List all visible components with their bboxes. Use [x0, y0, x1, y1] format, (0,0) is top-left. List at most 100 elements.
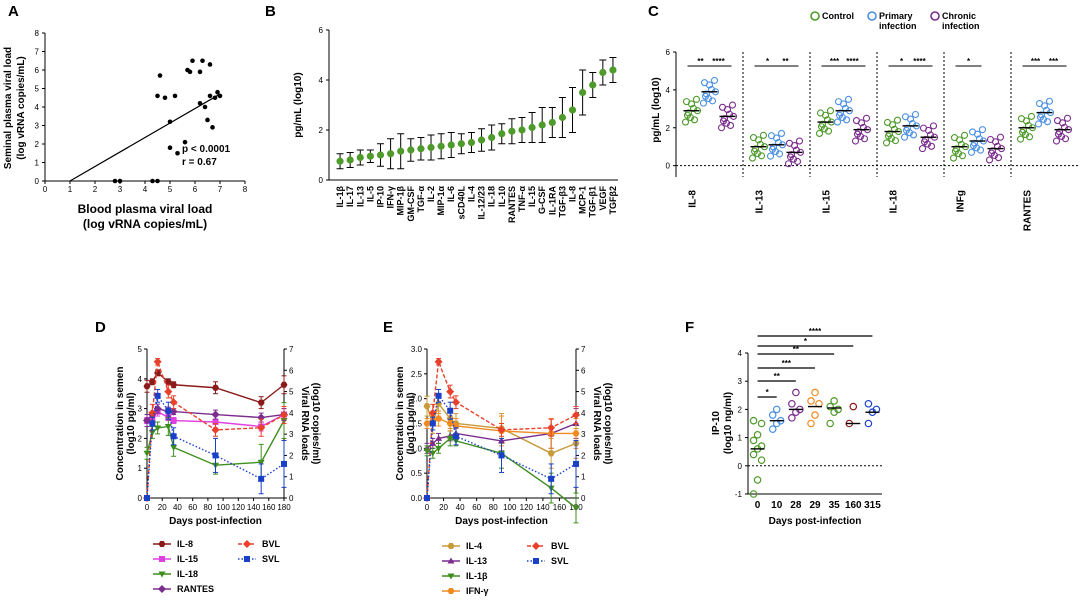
panel-f-sig-label: * — [804, 337, 808, 346]
panel-a-x-tick-label: 4 — [143, 185, 148, 194]
panel-e-point — [451, 398, 460, 407]
panel-d-legend-marker — [158, 585, 166, 593]
panel-c-point — [1053, 117, 1062, 125]
panel-a-y-tick-label: 2 — [35, 140, 40, 149]
panel-d-y-tick-label: 0 — [138, 494, 143, 503]
panel-b-point — [376, 151, 385, 159]
panel-d-legend-marker — [158, 571, 166, 578]
panel-c-point — [927, 142, 936, 150]
panel-d-point — [170, 417, 177, 424]
panel-c-point — [748, 154, 757, 162]
panel-c-point — [969, 142, 978, 150]
panel-f-point — [772, 405, 781, 414]
panel-c-y-tick-label: 0 — [666, 162, 671, 171]
panel-f-point — [757, 456, 766, 464]
panel-b-point — [477, 136, 486, 144]
panel-c-point — [1035, 99, 1044, 108]
panel-e-y-label-units: (log10 pg/ml) — [406, 392, 417, 454]
panel-f-x-tick-label: 28 — [790, 500, 802, 511]
panel-c-point — [774, 138, 783, 147]
panel-a-y-label-units: (log vRNA copies/mL) — [16, 56, 27, 160]
panel-b-point — [336, 157, 344, 165]
panel-d-point — [258, 475, 265, 482]
panel-e-point — [423, 448, 431, 455]
panel-b-category-label: IL-17 — [345, 186, 355, 207]
panel-f-letter: F — [685, 319, 694, 336]
panel-c-point — [920, 138, 929, 146]
panel-e-x-tick-label: 100 — [503, 503, 517, 512]
panel-d-x-tick-label: 180 — [277, 503, 291, 512]
panel-a-point — [155, 93, 160, 99]
panel-c-y-tick-label: 4 — [666, 86, 671, 95]
panel-b-category-label: MIP-1α — [436, 186, 446, 216]
panel-d-point — [165, 407, 172, 414]
panel-d-x-tick-label: 120 — [232, 503, 246, 512]
panel-e-y-label: Concentration in semen — [395, 367, 406, 481]
panel-a-point — [167, 119, 173, 125]
panel-e-legend-marker — [447, 557, 455, 564]
panel-a-x-tick-label: 6 — [193, 185, 198, 194]
panel-e-point — [548, 475, 555, 482]
panel-c-point — [891, 137, 900, 145]
panel-e-y-tick-label: 0.5 — [411, 469, 423, 478]
panel-a-point — [207, 93, 213, 99]
panel-d-x-tick-label: 140 — [247, 503, 261, 512]
panel-b-category-label: IL-4 — [466, 186, 476, 202]
panel-d-x-tick-label: 60 — [188, 503, 197, 512]
panel-c-point — [690, 116, 699, 124]
panel-a-point — [112, 178, 118, 184]
panel-a-x-tick-label: 3 — [118, 185, 123, 194]
panel-e-point — [434, 357, 443, 366]
panel-e-legend-label: IL-4 — [466, 541, 482, 551]
panel-b-category-label: IP-10 — [375, 186, 385, 208]
panel-a-point — [167, 145, 173, 150]
panel-c-point — [902, 126, 911, 134]
panel-c-point — [833, 118, 842, 126]
panel-c-point — [1024, 121, 1033, 130]
panel-b-category-label: GM-CSF — [406, 186, 416, 222]
panel-d-point — [149, 420, 156, 427]
panel-d-point — [170, 381, 178, 388]
panel-d-y-tick-label: 1 — [138, 464, 143, 473]
panel-d-point — [169, 398, 178, 407]
panel-c-sig-label: *** — [1049, 57, 1059, 66]
panel-b-point — [589, 81, 597, 89]
panel-a-regression-line — [69, 93, 221, 182]
panel-e-x-label: Days post-infection — [455, 516, 548, 527]
panel-c-point — [775, 150, 784, 158]
panel-e-y-tick-label: 2.0 — [411, 395, 423, 404]
panel-b-point — [356, 153, 364, 162]
panel-e-y2-tick-label: 2 — [581, 451, 586, 460]
panel-c-point — [817, 123, 826, 131]
panel-d-x-tick-label: 80 — [203, 503, 212, 512]
panel-a-x-tick-label: 0 — [43, 185, 48, 194]
panel-a-point — [217, 93, 223, 99]
panel-c-point — [1042, 106, 1051, 114]
panel-c-point — [1061, 135, 1070, 143]
panel-c-point — [862, 114, 871, 122]
panel-b-category-label: IL-18 — [487, 186, 497, 207]
panel-d-y-tick-label: 3 — [138, 405, 143, 414]
panel-c-point — [815, 129, 824, 137]
panel-d-point — [164, 423, 172, 430]
panel-b-point — [508, 127, 516, 135]
panel-a-point — [212, 95, 218, 101]
panel-e-y2-tick-label: 0 — [581, 494, 586, 503]
panel-e-x-tick-label: 80 — [489, 503, 498, 512]
panel-a-x-tick-label: 2 — [93, 185, 98, 194]
panel-f-point — [788, 399, 796, 408]
panel-c-point — [996, 133, 1005, 141]
panel-c-point — [901, 113, 910, 121]
panel-a-y-tick-label: 8 — [35, 29, 40, 38]
panel-f-sig-label: *** — [782, 359, 792, 368]
panel-f-y-tick-label: 2 — [738, 405, 743, 414]
panel-c-point — [766, 152, 775, 160]
panel-f-point — [811, 411, 819, 419]
panel-c-point — [708, 97, 717, 105]
panel-c-legend-label-line2: infection — [942, 21, 980, 31]
panel-b-category-label: sCD40L — [456, 186, 466, 220]
panel-d-point — [280, 410, 288, 419]
panel-c-point — [823, 116, 832, 124]
panel-e-y2-label: Viral RNA loads — [591, 386, 602, 461]
